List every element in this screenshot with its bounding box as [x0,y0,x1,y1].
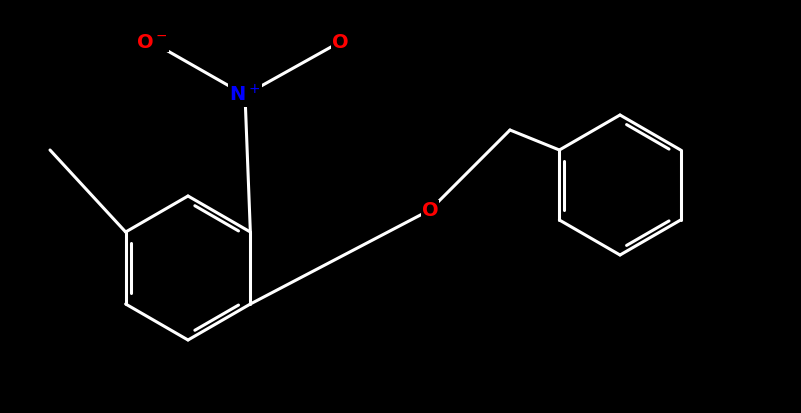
Text: O: O [421,200,438,219]
Text: O: O [332,33,348,52]
Text: O$^-$: O$^-$ [136,33,167,52]
Text: N$^+$: N$^+$ [229,84,260,106]
